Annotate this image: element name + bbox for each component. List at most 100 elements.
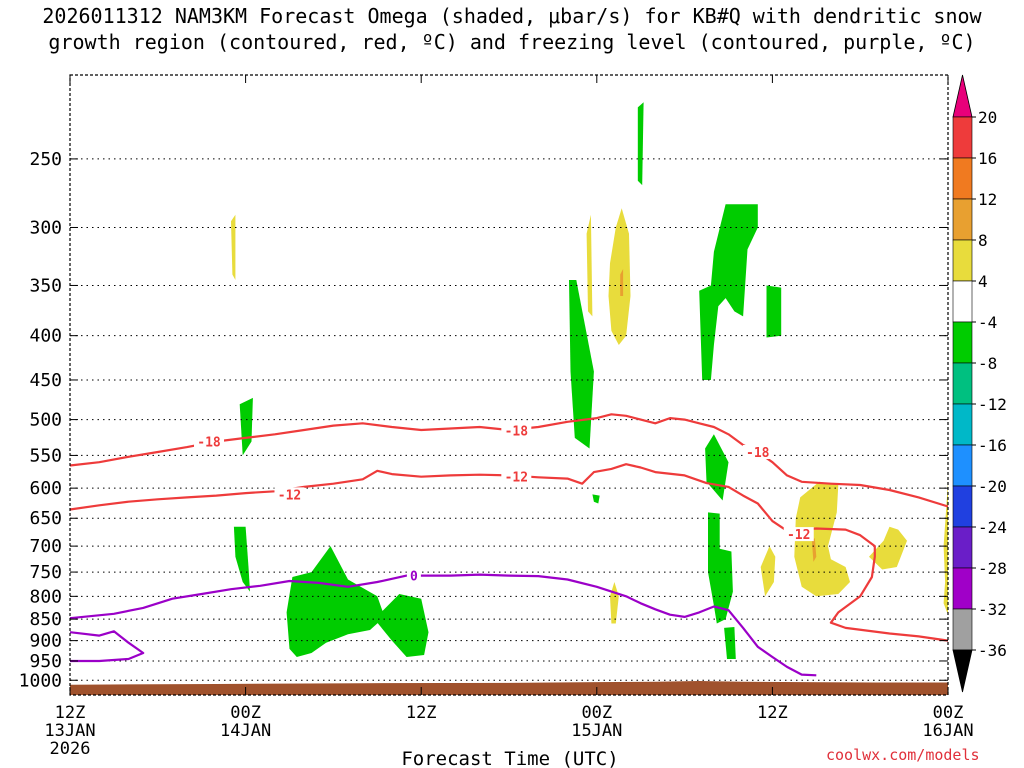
omega-region <box>637 102 644 186</box>
contour-label: -18 <box>505 425 529 440</box>
omega-region <box>231 214 236 280</box>
omega-colorbar: 20 16 12 8 4 -4 -8 -12 -16 -20 -24 -28 -32 -36 <box>952 74 1007 693</box>
colorbar-bin <box>952 608 973 651</box>
colorbar-bin <box>952 444 973 487</box>
omega-region <box>811 538 817 562</box>
colorbar-bin <box>952 116 973 159</box>
colorbar-label: -28 <box>978 559 1007 578</box>
omega-region <box>724 627 736 659</box>
terrain <box>70 681 948 695</box>
colorbar-bin <box>952 157 973 200</box>
credit-text: coolwx.com/models <box>826 746 980 764</box>
dgz-contour-line <box>69 413 949 508</box>
x-tick-label: 00Z <box>230 703 261 723</box>
x-tick-date: 14JAN <box>220 721 271 741</box>
y-tick-label: 1000 <box>19 670 62 691</box>
chart-title-line2: growth region (contoured, red, ºC) and f… <box>48 30 976 54</box>
contour-label: -18 <box>197 435 221 450</box>
colorbar-bottom-arrow <box>952 649 973 693</box>
contour-label: -12 <box>505 471 528 486</box>
y-tick-label: 550 <box>29 445 62 466</box>
colorbar-bin <box>952 321 973 364</box>
y-tick-label: 900 <box>29 631 62 652</box>
colorbar-bin <box>952 567 973 610</box>
omega-region <box>794 481 850 597</box>
colorbar-top-arrow <box>952 74 973 118</box>
contour-label: -18 <box>746 446 770 461</box>
terrain-fill <box>70 681 948 695</box>
x-tick-label: 00Z <box>581 703 612 723</box>
x-tick-label: 12Z <box>757 703 788 723</box>
omega-region <box>705 434 729 501</box>
y-tick-label: 800 <box>29 586 62 607</box>
omega-region <box>610 582 619 624</box>
omega-region <box>608 208 631 345</box>
colorbar-label: -12 <box>978 395 1007 414</box>
colorbar-label: 4 <box>978 272 988 291</box>
x-tick-label: 12Z <box>55 703 86 723</box>
y-tick-label: 750 <box>29 562 62 583</box>
omega-region <box>943 481 948 615</box>
y-tick-label: 500 <box>29 410 62 431</box>
colorbar-label: -32 <box>978 600 1007 619</box>
y-tick-label: 650 <box>29 508 62 529</box>
omega-region <box>286 546 385 657</box>
contour-label-bg <box>406 568 421 583</box>
colorbar-bin <box>952 485 973 528</box>
x-tick-label: 12Z <box>406 703 437 723</box>
colorbar-label: 20 <box>978 108 997 127</box>
y-tick-label: 950 <box>29 651 62 672</box>
x-tick-date: 13JAN <box>44 721 95 741</box>
freezing-level-line <box>69 630 145 663</box>
omega-region <box>766 285 782 338</box>
colorbar-label: 12 <box>978 190 997 209</box>
y-tick-label: 250 <box>29 149 62 170</box>
y-tick-label: 350 <box>29 275 62 296</box>
plot-axes: 2503003504004505005506006507007508008509… <box>19 74 974 759</box>
freezing-level-line <box>69 573 817 677</box>
colorbar-bin <box>952 362 973 405</box>
colorbar-bin <box>952 403 973 446</box>
x-tick-year: 2026 <box>50 739 91 759</box>
contour-label: 0 <box>410 570 418 585</box>
y-tick-label: 700 <box>29 536 62 557</box>
y-tick-label: 450 <box>29 370 62 391</box>
colorbar-label: -24 <box>978 518 1007 537</box>
x-axis-label: Forecast Time (UTC) <box>401 748 618 768</box>
omega-region <box>239 397 253 456</box>
omega-region <box>569 280 594 449</box>
contour-label-bg <box>501 469 532 484</box>
colorbar-label: 8 <box>978 231 988 250</box>
contour-label-bg <box>783 527 814 542</box>
colorbar-label: -4 <box>978 313 997 332</box>
contour-label-bg <box>194 434 225 449</box>
y-tick-label: 400 <box>29 326 62 347</box>
contour-label: -12 <box>278 488 301 503</box>
colorbar-bin <box>952 198 973 241</box>
omega-shading <box>231 102 948 659</box>
contour-label-bg <box>742 444 773 459</box>
colorbar-label: -20 <box>978 477 1007 496</box>
x-tick-label: 00Z <box>933 703 964 723</box>
omega-region <box>699 204 758 380</box>
colorbar-label: 16 <box>978 149 997 168</box>
colorbar-bin <box>952 526 973 569</box>
temperature-contours: -18 -18 -18 -12 -12 -12 0 <box>69 413 949 677</box>
colorbar-label: -8 <box>978 354 997 373</box>
contour-label: -12 <box>787 528 810 543</box>
omega-region <box>708 512 733 624</box>
contour-label-bg <box>274 487 305 502</box>
contour-label-bg <box>501 423 532 438</box>
colorbar-bin <box>952 239 973 282</box>
x-tick-date: 15JAN <box>571 721 622 741</box>
omega-region <box>374 594 429 657</box>
y-tick-label: 300 <box>29 217 62 238</box>
omega-region <box>869 526 907 570</box>
chart-title-line1: 2026011312 NAM3KM Forecast Omega (shaded… <box>42 4 982 28</box>
y-tick-label: 600 <box>29 478 62 499</box>
omega-region <box>592 494 600 504</box>
omega-region <box>620 269 624 296</box>
colorbar-label: -16 <box>978 436 1007 455</box>
omega-region <box>233 526 250 592</box>
